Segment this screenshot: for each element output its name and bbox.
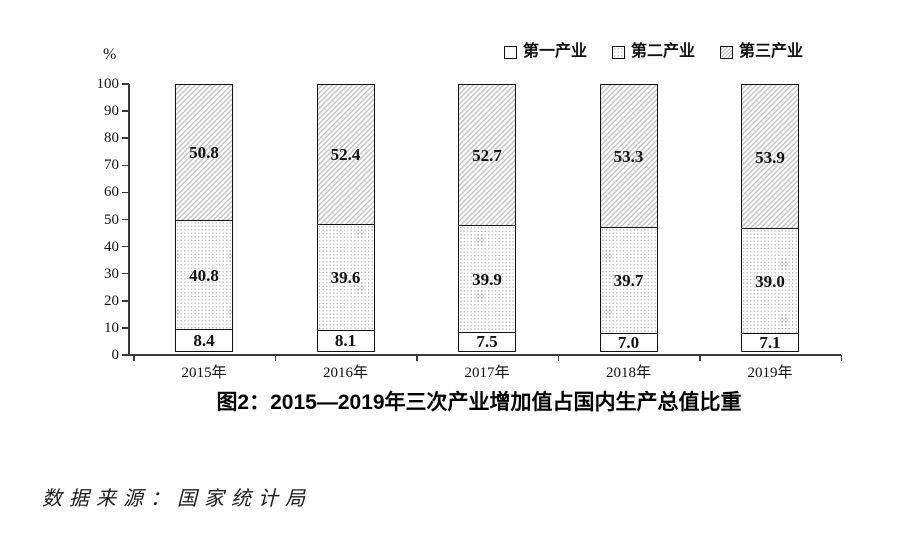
bar-value-label: 52.7 — [472, 145, 502, 165]
bar: 50.8 40.8 8.4 — [175, 84, 233, 355]
bar-segment: 8.1 — [316, 329, 375, 352]
y-tick-mark — [121, 245, 129, 248]
x-tick-mark — [557, 355, 560, 361]
bar: 52.4 39.6 8.1 — [316, 84, 375, 355]
y-tick-label: 60 — [104, 184, 119, 201]
bar-value-label: 39.9 — [472, 269, 502, 289]
legend-item-secondary-industry: 第二产业 — [612, 44, 695, 60]
y-tick-label: 20 — [104, 292, 119, 309]
legend-swatch-plain-icon — [504, 45, 517, 59]
x-category-label: 2017年 — [464, 365, 510, 381]
y-tick-label: 90 — [104, 103, 119, 120]
bar-segment: 39.7 — [599, 226, 658, 335]
bar-value-label: 8.1 — [334, 331, 357, 351]
y-tick-mark — [121, 272, 129, 275]
x-tick-mark — [274, 355, 277, 361]
legend-label: 第三产业 — [739, 43, 804, 60]
x-axis-line — [128, 354, 842, 356]
y-tick-mark — [121, 354, 129, 356]
x-category-label: 2019年 — [747, 365, 793, 381]
bar-value-label: 7.5 — [476, 332, 498, 352]
x-tick-mark — [416, 355, 418, 361]
y-tick-label: 10 — [104, 319, 119, 336]
y-tick-mark — [121, 218, 129, 221]
bar-segment: 40.8 — [175, 220, 233, 331]
y-tick-label: 80 — [104, 130, 119, 147]
bar-value-label: 39.6 — [330, 268, 361, 288]
x-tick-mark — [699, 355, 701, 361]
legend-swatch-dots-icon — [612, 45, 626, 59]
bar-segment: 8.4 — [175, 329, 233, 352]
legend: 第一产业 第二产业 第三产业 — [504, 44, 803, 60]
y-tick-label: 70 — [104, 157, 119, 174]
legend-label: 第二产业 — [631, 43, 696, 60]
bar-value-label: 39.7 — [613, 271, 644, 291]
y-tick-mark — [121, 300, 129, 302]
bar: 53.3 39.7 7.0 — [599, 84, 658, 355]
bar-value-label: 50.8 — [189, 143, 219, 163]
y-tick-label: 100 — [96, 76, 120, 92]
bar-segment: 53.9 — [741, 84, 799, 231]
y-tick-label: 50 — [104, 211, 119, 228]
source-note: 数据来源：国家统计局 — [42, 488, 312, 510]
bar-segment: 53.3 — [599, 84, 658, 229]
bar: 53.9 39.0 7.1 — [741, 84, 799, 355]
bar-segment: 39.0 — [741, 228, 799, 335]
bar-value-label: 7.1 — [759, 332, 781, 352]
legend-item-primary-industry: 第一产业 — [504, 44, 587, 60]
bar-value-label: 53.9 — [755, 147, 785, 167]
y-tick-label: 0 — [111, 347, 120, 363]
chart-title: 图2：2015—2019年三次产业增加值占国内生产总值比重 — [216, 391, 742, 414]
legend-swatch-hatch-icon — [720, 45, 734, 59]
bar-segment: 50.8 — [175, 84, 233, 222]
x-category-label: 2018年 — [605, 365, 651, 381]
y-tick-mark — [121, 83, 129, 85]
bar-value-label: 53.3 — [613, 146, 644, 166]
bar-segment: 52.4 — [316, 84, 375, 226]
bar-value-label: 39.0 — [755, 271, 785, 291]
bar-segment: 52.7 — [458, 84, 516, 227]
legend-item-tertiary-industry: 第三产业 — [720, 44, 803, 60]
x-category-label: 2015年 — [181, 365, 227, 381]
bar: 52.7 39.9 7.5 — [458, 84, 516, 355]
bar-segment: 7.0 — [599, 332, 658, 352]
y-tick-mark — [121, 110, 129, 112]
bar-segment: 39.9 — [458, 225, 516, 334]
y-tick-label: 30 — [104, 265, 119, 282]
y-axis-unit-label: % — [103, 46, 117, 63]
bar-segment: 39.6 — [316, 224, 375, 332]
y-tick-mark — [121, 191, 129, 194]
bar-value-label: 7.0 — [617, 332, 640, 352]
y-tick-mark — [121, 327, 129, 329]
bar-value-label: 8.4 — [193, 330, 215, 350]
x-tick-mark — [133, 355, 135, 361]
x-category-label: 2016年 — [322, 365, 368, 381]
bar-value-label: 40.8 — [189, 265, 219, 285]
y-axis-line — [128, 84, 130, 356]
x-tick-mark — [840, 355, 843, 361]
bar-segment: 7.5 — [458, 331, 516, 352]
bar-value-label: 52.4 — [330, 145, 361, 165]
legend-label: 第一产业 — [523, 43, 588, 60]
y-tick-label: 40 — [104, 238, 119, 255]
y-tick-mark — [121, 137, 129, 139]
bar-segment: 7.1 — [741, 332, 799, 352]
y-tick-mark — [121, 164, 129, 167]
